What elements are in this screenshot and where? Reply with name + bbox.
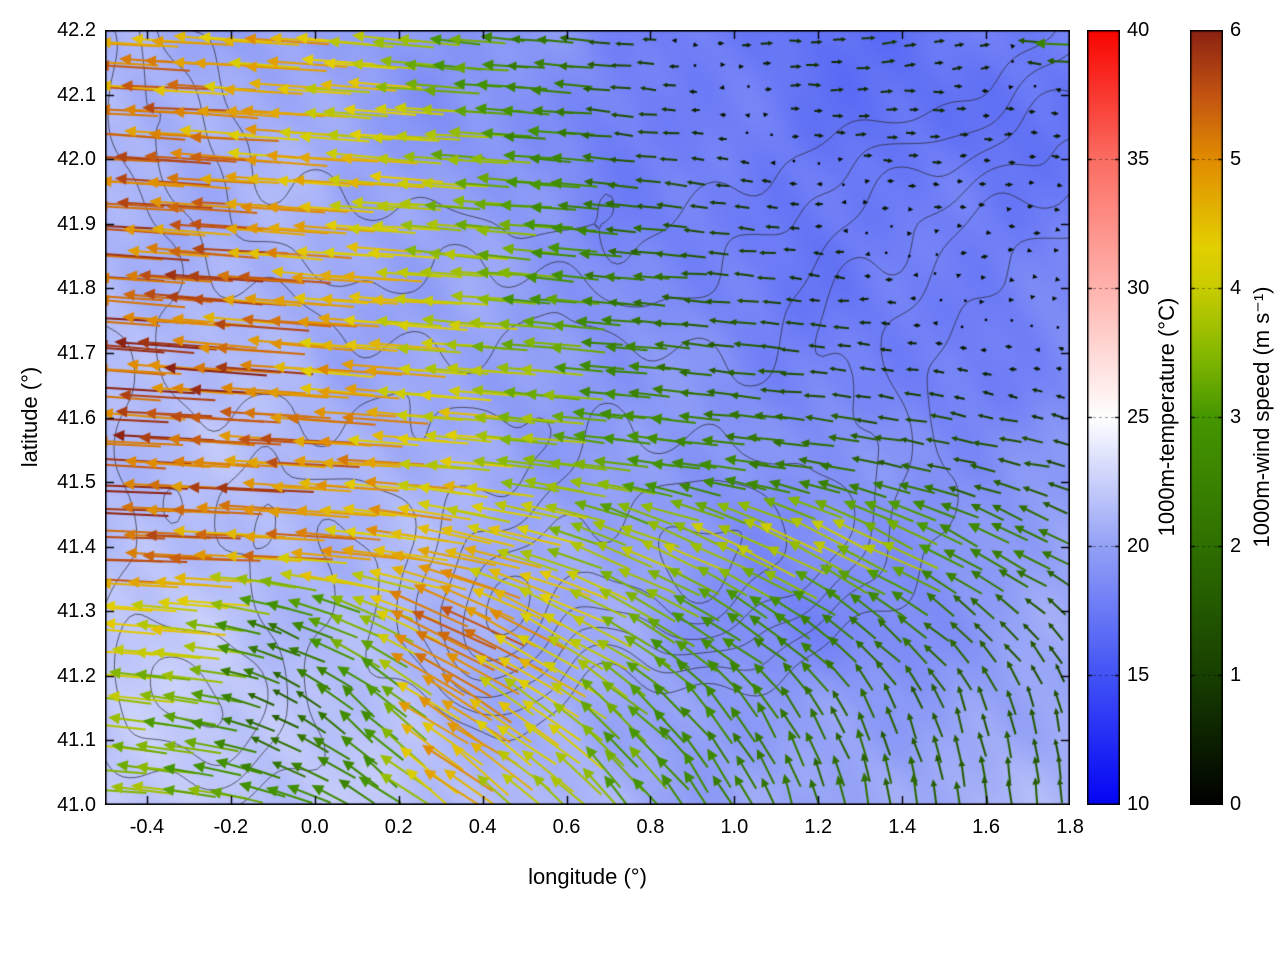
temperature-colorbar-label: 1000m-temperature (°C)	[1154, 297, 1179, 537]
y-tick-label: 42.2	[57, 19, 96, 41]
y-tick-label: 42.0	[57, 148, 96, 171]
x-axis-label: longitude (°)	[528, 864, 647, 889]
colorbar-tick-label: 25	[1127, 406, 1150, 428]
map-plot-canvas	[105, 30, 1070, 805]
colorbar-tick-label: 10	[1127, 793, 1150, 815]
colorbar-tick-label: 3	[1230, 406, 1242, 428]
y-tick-label: 41.0	[57, 794, 96, 816]
y-tick-label: 41.6	[57, 406, 96, 429]
y-tick-label: 41.3	[57, 600, 96, 623]
x-tick-label: 1.4	[888, 816, 917, 838]
colorbar-tick-label: 2	[1230, 535, 1242, 557]
colorbar-tick-label: 35	[1127, 148, 1150, 170]
colorbar-tick-label: 1	[1230, 664, 1242, 686]
y-tick-label: 41.5	[57, 471, 96, 494]
colorbar-tick-label: 5	[1230, 148, 1242, 170]
colorbar-tick-label: 4	[1230, 277, 1242, 299]
x-tick-label: 1.0	[720, 816, 749, 838]
x-tick-label: 1.8	[1056, 816, 1084, 838]
x-tick-label: 0.8	[636, 816, 665, 838]
wind-speed-colorbar	[1190, 30, 1223, 805]
x-tick-label: -0.4	[129, 816, 165, 838]
x-tick-label: 0.2	[384, 816, 413, 838]
y-tick-label: 41.7	[57, 341, 96, 364]
y-tick-label: 42.1	[57, 83, 96, 106]
colorbar-tick-label: 40	[1127, 19, 1150, 41]
colorbar-tick-label: 0	[1230, 793, 1242, 815]
temperature-colorbar	[1087, 30, 1120, 805]
x-tick-label: 1.6	[972, 816, 1000, 838]
colorbar-tick-label: 30	[1127, 277, 1150, 299]
x-tick-label: -0.2	[213, 816, 249, 838]
x-tick-label: 0.0	[300, 816, 329, 838]
colorbar-tick-label: 6	[1230, 19, 1242, 41]
colorbar-tick-label: 20	[1127, 535, 1150, 557]
y-tick-label: 41.8	[57, 277, 96, 300]
x-tick-label: 1.2	[804, 816, 833, 838]
y-tick-label: 41.9	[57, 212, 96, 235]
y-tick-label: 41.4	[57, 535, 96, 558]
x-tick-label: 0.4	[468, 816, 497, 838]
wind-speed-colorbar-label: 1000m-wind speed (m s⁻¹)	[1249, 286, 1274, 548]
colorbar-tick-label: 15	[1127, 664, 1150, 686]
y-tick-label: 41.1	[57, 729, 96, 752]
x-tick-label: 0.6	[552, 816, 581, 838]
y-tick-label: 41.2	[57, 664, 96, 687]
